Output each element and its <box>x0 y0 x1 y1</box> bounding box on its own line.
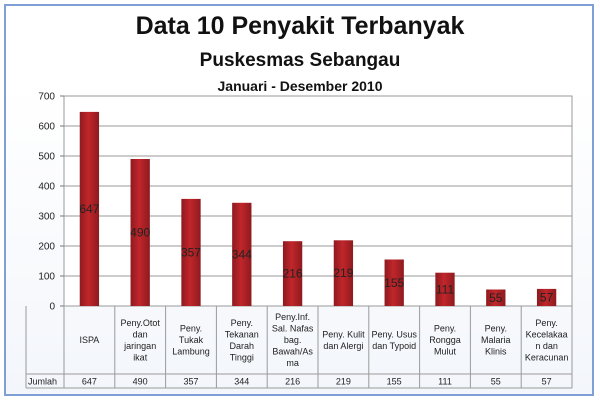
bar <box>130 159 150 306</box>
data-label: 155 <box>384 276 404 290</box>
category-label: Peny. Rongga Mulut <box>429 324 461 357</box>
category-label: Peny. Tukak Lambung <box>172 324 210 357</box>
chart-subtitle: Puskesmas Sebangau <box>199 50 401 71</box>
data-label: 216 <box>283 267 303 281</box>
category-label: Peny. Kulit dan Alergi <box>322 329 365 351</box>
table-value: 647 <box>82 377 97 387</box>
table-value: 357 <box>183 377 198 387</box>
data-label: 490 <box>130 226 150 240</box>
y-tick-label: 0 <box>49 302 55 313</box>
bar <box>486 289 506 306</box>
y-tick-label: 200 <box>38 242 55 253</box>
chart-period: Januari - Desember 2010 <box>217 78 383 94</box>
category-label: Peny. Kecelakaa n dan Keracunan <box>525 318 569 363</box>
bar <box>435 272 455 306</box>
category-label: ISPA <box>79 335 99 345</box>
data-label: 647 <box>79 202 99 216</box>
data-label: 357 <box>181 245 201 259</box>
table-value: 111 <box>438 377 452 387</box>
table-value: 57 <box>542 377 552 387</box>
data-label: 57 <box>540 290 554 304</box>
y-tick-label: 500 <box>38 152 55 163</box>
category-label: Peny. Usus dan Typoid <box>372 329 418 351</box>
table-value: 490 <box>133 377 148 387</box>
category-label: Peny.Inf. Sal. Nafas bag. Bawah/As ma <box>272 312 314 368</box>
table-row-label: Jumlah <box>28 377 57 387</box>
data-label: 111 <box>436 282 455 296</box>
y-tick-label: 400 <box>38 182 55 193</box>
data-label: 344 <box>232 247 252 261</box>
table-value: 216 <box>285 377 300 387</box>
y-tick-label: 100 <box>38 272 55 283</box>
table-value: 55 <box>491 377 501 387</box>
bar <box>384 259 404 306</box>
bar <box>181 198 201 306</box>
category-label: Peny.Otot dan jaringan ikat <box>121 318 161 363</box>
chart-title: Data 10 Penyakit Terbanyak <box>135 12 465 40</box>
y-tick-label: 700 <box>38 92 55 103</box>
bar <box>79 111 100 307</box>
table-value: 155 <box>387 377 402 387</box>
data-label: 55 <box>489 291 503 305</box>
bar <box>232 202 252 306</box>
bar <box>282 241 303 306</box>
bar <box>536 288 557 306</box>
y-tick-label: 600 <box>38 122 55 133</box>
category-label: Peny. Malaria Klinis <box>481 324 511 357</box>
bar <box>333 240 354 306</box>
y-tick-label: 300 <box>38 212 55 223</box>
data-label: 219 <box>333 266 353 280</box>
category-label: Peny. Tekanan Darah Tinggi <box>225 318 259 363</box>
table-value: 219 <box>336 377 351 387</box>
table-value: 344 <box>234 377 249 387</box>
